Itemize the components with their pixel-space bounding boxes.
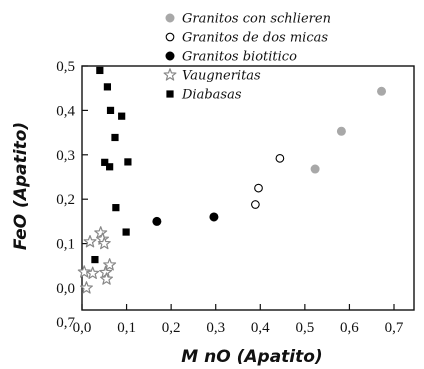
series-circle-open — [251, 154, 285, 209]
data-point — [122, 228, 130, 236]
legend-label: Vaugneritas — [182, 69, 261, 84]
data-point — [91, 255, 99, 264]
data-point — [103, 83, 112, 91]
legend-label: Diabasas — [181, 88, 242, 103]
data-point — [124, 158, 132, 166]
x-axis: 0,0 0,1 0,2 0,3 0,4 0,5 0,6 0,7 — [73, 304, 404, 336]
legend-label: Granitos biotitico — [182, 50, 297, 65]
series-circle-filled — [152, 212, 219, 226]
plot-frame — [81, 65, 415, 311]
y-tick-label: 0,4 — [56, 103, 75, 119]
data-point — [83, 235, 97, 248]
data-point — [336, 126, 346, 136]
x-tick-label: 0,7 — [385, 320, 404, 336]
legend-item: Vaugneritas — [163, 68, 261, 84]
plot-border — [81, 65, 415, 311]
data-point — [112, 204, 120, 212]
data-point — [106, 163, 114, 171]
legend-label: Granitos de dos micas — [182, 31, 328, 46]
series-star — [77, 226, 117, 294]
data-point — [275, 154, 285, 163]
data-point — [209, 212, 219, 222]
x-tick-label: 0,1 — [117, 320, 136, 336]
data-point — [94, 226, 108, 239]
data-point — [377, 86, 387, 96]
y-axis-title: FeO (Apatito) — [11, 122, 31, 250]
y-tick-label: 0,3 — [56, 148, 75, 164]
legend-marker — [165, 32, 175, 42]
data-point — [100, 272, 114, 285]
y-axis: 0,0 0,1 0,2 0,3 0,4 0,5 — [56, 59, 88, 297]
legend: Granitos con schlieren Granitos de dos mi… — [163, 12, 331, 103]
x-tick-label: 0,2 — [162, 320, 181, 336]
y-tick-label: 0,0 — [56, 281, 75, 297]
legend-marker — [163, 68, 177, 81]
y-tick-label: 0,5 — [56, 59, 75, 75]
data-point — [103, 258, 117, 271]
data-point — [251, 200, 260, 209]
data-point — [97, 236, 111, 250]
series-circle-filled — [310, 86, 387, 174]
data-point — [86, 266, 100, 279]
legend-item: Diabasas — [166, 88, 242, 103]
data-point — [254, 183, 263, 193]
data-point — [118, 112, 126, 120]
data-point — [96, 66, 104, 75]
x-tick-label: 0,6 — [340, 320, 359, 336]
x-tick-label: 0,3 — [206, 320, 225, 336]
data-point — [106, 106, 115, 114]
legend-marker — [165, 51, 175, 61]
x-tick-label: 0,0 — [73, 320, 92, 336]
data-point — [101, 158, 109, 166]
legend-label: Granitos con schlieren — [182, 12, 331, 27]
legend-marker — [166, 90, 174, 98]
y-tick-label: 0,1 — [56, 237, 75, 253]
x-tick-label: 0,4 — [251, 320, 270, 336]
legend-item: Granitos con schlieren — [165, 12, 331, 27]
y-axis-corner-label: 0,7 — [56, 315, 75, 331]
legend-item: Granitos de dos micas — [165, 31, 328, 46]
data-point — [152, 216, 162, 226]
data-point — [79, 281, 93, 294]
x-tick-label: 0,5 — [295, 320, 314, 336]
x-axis-title: M nO (Apatito) — [181, 347, 322, 367]
data-point — [77, 265, 91, 278]
legend-item: Granitos biotitico — [165, 50, 297, 65]
series-square — [91, 66, 132, 264]
data-points — [77, 66, 387, 294]
legend-marker — [165, 13, 175, 23]
data-point — [310, 164, 320, 174]
y-tick-label: 0,2 — [56, 192, 75, 208]
data-point — [111, 133, 119, 142]
